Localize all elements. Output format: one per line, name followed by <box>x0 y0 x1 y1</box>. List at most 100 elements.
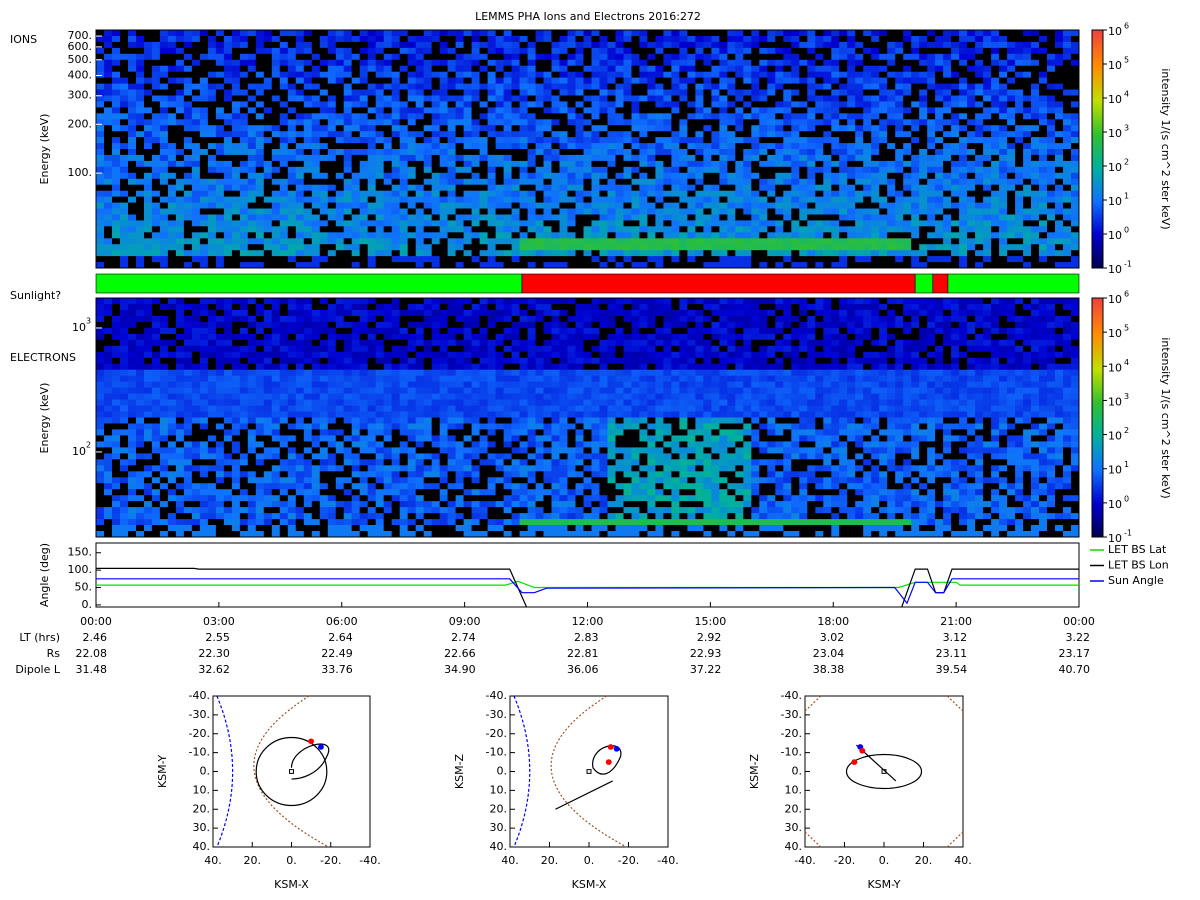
spectrogram-cell <box>583 36 592 43</box>
spectrogram-cell <box>727 160 736 168</box>
spectrogram-cell <box>159 65 169 73</box>
spectrogram-cell <box>991 220 1000 227</box>
spectrogram-cell <box>351 226 361 233</box>
spectrogram-cell <box>991 262 1000 269</box>
spectrogram-cell <box>815 196 824 203</box>
spectrogram-cell <box>639 220 648 227</box>
spectrogram-cell <box>527 178 536 186</box>
spectrogram-cell <box>535 226 544 233</box>
spectrogram-cell <box>183 53 193 61</box>
spectrogram-cell <box>112 220 121 227</box>
spectrogram-cell <box>239 143 249 150</box>
spectrogram-cell <box>911 95 920 102</box>
spectrogram-cell <box>927 77 936 84</box>
spectrogram-cell <box>303 172 313 180</box>
spectrogram-cell <box>1071 154 1080 162</box>
spectrogram-cell <box>327 77 337 84</box>
spectrogram-cell <box>663 47 672 55</box>
spectrogram-cell <box>599 262 608 269</box>
spectrogram-cell <box>847 53 856 61</box>
spectrogram-cell <box>607 143 616 150</box>
spectrogram-cell <box>303 232 313 239</box>
spectrogram-cell <box>975 89 984 96</box>
spectrogram-cell <box>1047 107 1056 114</box>
spectrogram-cell <box>911 143 920 150</box>
spectrogram-cell <box>943 160 952 168</box>
spectrogram-cell <box>367 41 377 49</box>
spectrogram-cell <box>927 89 936 96</box>
spectrogram-cell <box>863 119 872 126</box>
spectrogram-cell <box>967 196 976 203</box>
spectrogram-cell <box>775 154 784 162</box>
spectrogram-cell <box>303 166 313 174</box>
spectrogram-cell <box>247 166 257 174</box>
spectrogram-cell <box>543 119 552 126</box>
spectrogram-cell <box>775 190 784 198</box>
spectrogram-cell <box>287 131 297 138</box>
spectrogram-cell <box>727 89 736 96</box>
spectrogram-cell <box>439 143 449 150</box>
spectrogram-cell <box>535 89 544 96</box>
spectrogram-cell <box>575 220 584 227</box>
spectrogram-cell <box>159 172 169 180</box>
spectrogram-cell <box>367 101 377 108</box>
spectrogram-cell <box>679 250 688 257</box>
spectrogram-cell <box>455 184 464 192</box>
spectrogram-cell <box>319 172 329 180</box>
spectrogram-cell <box>719 244 728 251</box>
spectrogram-cell <box>1071 89 1080 96</box>
spectrogram-cell <box>783 256 792 263</box>
spectrogram-cell <box>271 119 281 126</box>
spectrogram-cell <box>735 131 744 138</box>
spectrogram-cell <box>215 166 225 174</box>
spectrogram-cell <box>759 238 768 245</box>
spectrogram-cell <box>303 71 313 79</box>
spectrogram-cell <box>511 107 520 114</box>
spectrogram-cell <box>223 47 233 55</box>
spectrogram-cell <box>463 208 472 215</box>
spectrogram-cell <box>263 77 273 84</box>
spectrogram-cell <box>439 107 449 114</box>
spectrogram-cell <box>959 143 968 150</box>
spectrogram-cell <box>319 95 329 102</box>
spectrogram-cell <box>887 36 896 43</box>
spectrogram-cell <box>128 149 137 156</box>
spectrogram-cell <box>711 36 720 43</box>
spectrogram-cell <box>447 166 456 174</box>
spectrogram-cell <box>751 137 760 144</box>
spectrogram-cell <box>527 238 536 245</box>
spectrogram-cell <box>471 172 480 180</box>
spectrogram-cell <box>583 262 592 269</box>
spectrogram-cell <box>631 149 640 156</box>
spectrogram-cell <box>951 137 960 144</box>
spectrogram-cell <box>551 71 560 79</box>
spectrogram-cell <box>743 131 752 138</box>
spectrogram-cell <box>639 226 648 233</box>
spectrogram-cell <box>439 95 449 102</box>
spectrogram-cell <box>175 59 185 67</box>
spectrogram-cell <box>1031 208 1040 215</box>
spectrogram-cell <box>703 250 712 257</box>
spectrogram-cell <box>359 166 369 174</box>
spectrogram-cell <box>591 119 600 126</box>
spectrogram-cell <box>247 250 257 257</box>
spectrogram-cell <box>839 190 848 198</box>
spectrogram-cell <box>919 262 928 269</box>
spectrogram-cell <box>1023 89 1032 96</box>
spectrogram-cell <box>255 137 265 144</box>
spectrogram-cell <box>159 178 169 186</box>
spectrogram-cell <box>479 143 488 150</box>
spectrogram-cell <box>799 41 808 49</box>
spectrogram-cell <box>96 232 105 239</box>
spectrogram-cell <box>255 47 265 55</box>
spectrogram-cell <box>183 149 193 156</box>
spectrogram-cell <box>543 65 552 73</box>
spectrogram-cell <box>775 238 784 245</box>
spectrogram-cell <box>639 143 648 150</box>
spectrogram-cell <box>567 143 576 150</box>
spectrogram-cell <box>879 41 888 49</box>
spectrogram-cell <box>104 149 113 156</box>
spectrogram-cell <box>519 59 528 67</box>
spectrogram-cell <box>455 65 464 73</box>
spectrogram-cell <box>759 256 768 263</box>
